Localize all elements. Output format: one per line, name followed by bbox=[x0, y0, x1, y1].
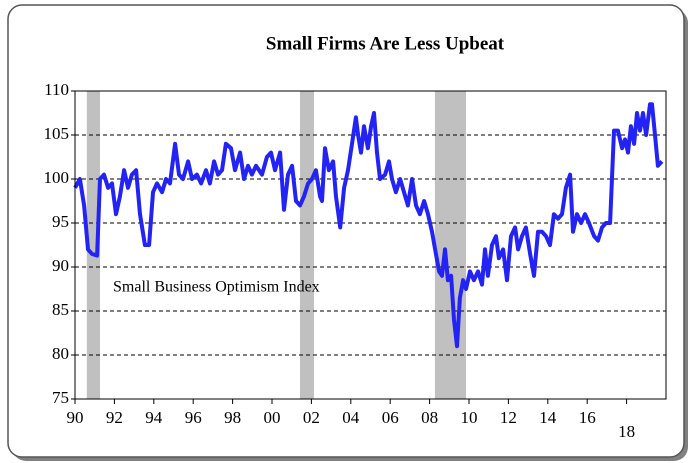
plot-area: 75 80 85 90 95 100 105 110 90 92 94 96 98 00 02 04 06 08 1… bbox=[44, 80, 667, 441]
recession-band bbox=[434, 91, 467, 399]
x-tick-label: 18 bbox=[618, 422, 635, 441]
x-tick-label: 04 bbox=[342, 408, 360, 427]
y-tick-label: 95 bbox=[52, 212, 69, 231]
x-tick-label: 08 bbox=[421, 408, 438, 427]
y-tick-label: 80 bbox=[52, 344, 69, 363]
frame bbox=[7, 4, 685, 458]
y-tick-label: 85 bbox=[52, 300, 69, 319]
chart-title: Small Firms Are Less Upbeat bbox=[266, 33, 505, 54]
y-tick-label: 110 bbox=[44, 80, 69, 99]
x-tick-label: 92 bbox=[106, 408, 123, 427]
x-tick-label: 02 bbox=[303, 408, 320, 427]
y-tick-label: 75 bbox=[52, 388, 69, 407]
x-tick-label: 16 bbox=[579, 408, 596, 427]
y-tick-label: 105 bbox=[44, 124, 70, 143]
recession-band bbox=[299, 91, 314, 399]
x-tick-label: 98 bbox=[224, 408, 241, 427]
x-tick-label: 06 bbox=[382, 408, 399, 427]
x-tick-label: 12 bbox=[500, 408, 517, 427]
plot-border bbox=[74, 90, 667, 400]
x-tick-label: 96 bbox=[185, 408, 202, 427]
x-tick-label: 90 bbox=[67, 408, 84, 427]
x-tick-label: 14 bbox=[539, 408, 557, 427]
y-tick-label: 100 bbox=[44, 168, 70, 187]
y-tick-label: 90 bbox=[52, 256, 69, 275]
annotation: Small Business Optimism Index bbox=[113, 279, 320, 296]
x-tick-label: 94 bbox=[145, 408, 163, 427]
index-line bbox=[73, 102, 664, 349]
x-tick-label: 00 bbox=[264, 408, 281, 427]
x-tick-label: 10 bbox=[461, 408, 478, 427]
recession-band bbox=[86, 91, 101, 399]
